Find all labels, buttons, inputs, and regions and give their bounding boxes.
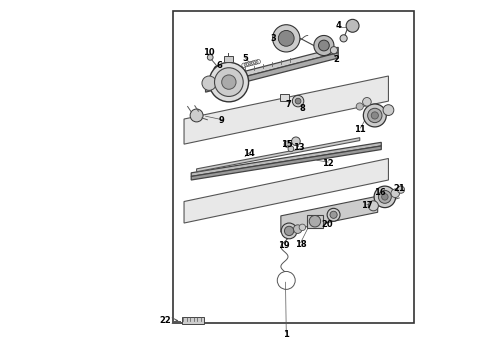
- Circle shape: [318, 40, 329, 51]
- Circle shape: [363, 98, 371, 106]
- Circle shape: [368, 108, 382, 123]
- Circle shape: [371, 112, 378, 119]
- Circle shape: [397, 186, 405, 193]
- Polygon shape: [191, 142, 381, 176]
- Circle shape: [284, 141, 291, 147]
- Circle shape: [281, 223, 297, 239]
- Circle shape: [382, 194, 388, 200]
- Text: 14: 14: [243, 149, 254, 158]
- Circle shape: [309, 216, 320, 227]
- FancyBboxPatch shape: [224, 56, 233, 62]
- Text: 7: 7: [285, 100, 291, 109]
- Circle shape: [207, 54, 213, 60]
- Text: 9: 9: [219, 116, 224, 125]
- Circle shape: [299, 224, 306, 230]
- Text: 4: 4: [335, 21, 341, 30]
- Circle shape: [278, 31, 294, 46]
- Text: 17: 17: [361, 201, 373, 210]
- Circle shape: [383, 105, 394, 116]
- Text: 11: 11: [354, 125, 366, 134]
- Circle shape: [215, 68, 243, 96]
- Text: 8: 8: [299, 104, 305, 113]
- Circle shape: [209, 62, 248, 102]
- Polygon shape: [196, 138, 360, 172]
- Polygon shape: [184, 76, 389, 144]
- Polygon shape: [184, 158, 389, 223]
- Polygon shape: [191, 146, 381, 180]
- Circle shape: [374, 186, 395, 208]
- FancyBboxPatch shape: [307, 215, 323, 228]
- Circle shape: [364, 104, 386, 127]
- Polygon shape: [281, 196, 378, 232]
- Circle shape: [368, 201, 378, 211]
- Text: 2: 2: [334, 55, 340, 64]
- Text: 6: 6: [217, 61, 223, 70]
- Text: 3: 3: [271, 34, 276, 43]
- Text: 1: 1: [283, 330, 289, 339]
- FancyBboxPatch shape: [173, 12, 414, 323]
- Circle shape: [391, 189, 399, 198]
- Circle shape: [295, 98, 301, 104]
- Circle shape: [202, 76, 216, 90]
- Text: 15: 15: [281, 140, 293, 149]
- Polygon shape: [205, 47, 338, 87]
- Circle shape: [314, 36, 334, 55]
- Circle shape: [293, 95, 304, 107]
- Text: 22: 22: [160, 316, 172, 325]
- Circle shape: [288, 146, 294, 152]
- Circle shape: [346, 19, 359, 32]
- Polygon shape: [205, 53, 338, 92]
- Circle shape: [272, 25, 300, 52]
- Text: 21: 21: [393, 184, 405, 193]
- Text: 19: 19: [278, 241, 290, 250]
- Circle shape: [327, 208, 340, 221]
- Text: 20: 20: [321, 220, 333, 229]
- Circle shape: [330, 211, 337, 219]
- Circle shape: [190, 109, 203, 122]
- Text: 5: 5: [242, 54, 248, 63]
- Circle shape: [214, 66, 222, 74]
- Circle shape: [378, 190, 392, 203]
- Circle shape: [356, 103, 364, 110]
- Circle shape: [221, 75, 236, 89]
- Circle shape: [330, 46, 338, 54]
- Text: 18: 18: [295, 240, 306, 249]
- Circle shape: [294, 225, 302, 233]
- FancyBboxPatch shape: [182, 318, 204, 324]
- Text: 16: 16: [373, 188, 385, 197]
- Text: 13: 13: [293, 143, 305, 152]
- Text: 10: 10: [202, 48, 214, 57]
- Circle shape: [340, 35, 347, 42]
- Circle shape: [285, 226, 294, 235]
- Circle shape: [292, 137, 300, 145]
- Text: 12: 12: [321, 159, 333, 168]
- FancyBboxPatch shape: [280, 94, 289, 101]
